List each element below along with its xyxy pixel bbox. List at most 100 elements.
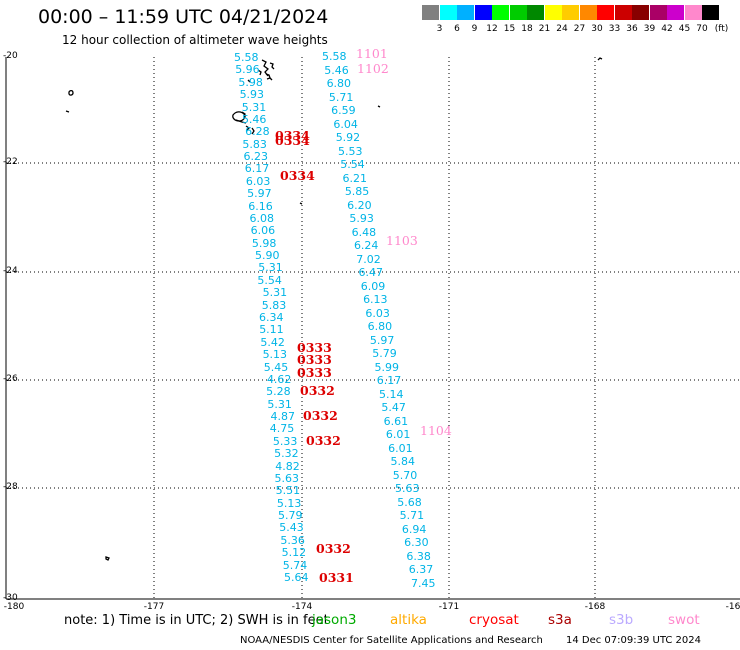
pass-time-label: 1101 — [356, 46, 388, 61]
wave-height-label: 5.98 — [251, 236, 277, 250]
scale-label: 30 — [591, 24, 603, 34]
legend-item: cryosat — [469, 612, 519, 628]
wave-height-label: 4.82 — [275, 459, 300, 473]
wave-height-label: 7.45 — [411, 577, 436, 590]
wave-height-label: 5.58 — [322, 50, 347, 63]
pass-time-label: 0332 — [303, 408, 338, 423]
scale-label: 18 — [521, 24, 533, 34]
wave-height-label: 4.75 — [269, 422, 295, 436]
wave-height-label: 5.70 — [392, 468, 418, 482]
scale-swatch — [509, 5, 527, 20]
wave-height-label: 5.31 — [241, 100, 267, 114]
wave-height-label: 5.43 — [279, 521, 304, 535]
scale-swatch — [702, 5, 719, 20]
scale-label: 6 — [454, 24, 460, 34]
wave-height-label: 4.87 — [270, 410, 296, 424]
scale-label: 3 — [436, 24, 443, 34]
wave-height-label: 6.21 — [342, 171, 368, 185]
wave-height-label: 5.54 — [340, 158, 365, 172]
wave-height-label: 5.84 — [390, 455, 415, 469]
lat-tick-label: -26 — [3, 374, 18, 384]
wave-height-label: 6.80 — [367, 320, 393, 334]
pass-time-label: 0333 — [297, 352, 332, 367]
scale-swatch — [649, 5, 667, 20]
wave-height-label: 5.71 — [328, 90, 354, 104]
lat-tick-label: -24 — [3, 266, 18, 276]
wave-height-label: 6.38 — [406, 549, 431, 563]
wave-height-label: 7.02 — [356, 252, 381, 266]
wave-height-label: 5.74 — [282, 558, 308, 572]
wave-height-label: 5.45 — [263, 360, 289, 374]
pass-time-label: 0334 — [280, 168, 315, 183]
pass-time-label: 1103 — [386, 233, 418, 248]
wave-height-label: 6.13 — [363, 293, 388, 307]
wave-height-label: 5.63 — [274, 471, 299, 485]
lon-tick-label: -171 — [438, 602, 460, 612]
wave-height-label: 6.47 — [358, 266, 384, 280]
scale-swatch — [684, 5, 702, 20]
wave-height-label: 6.24 — [353, 239, 379, 253]
pass-time-label: 0332 — [306, 433, 341, 448]
wave-height-label: 5.46 — [241, 112, 267, 126]
scale-label: 45 — [678, 24, 691, 34]
scale-label: 21 — [538, 24, 551, 34]
lat-tick-label: -20 — [3, 51, 18, 61]
scale-label: 9 — [471, 24, 478, 34]
pass-time-label: 0333 — [297, 340, 332, 355]
pass-time-label: 1102 — [357, 61, 389, 76]
footer-note: note: 1) Time is in UTC; 2) SWH is in fe… — [64, 613, 329, 628]
wave-height-label: 5.14 — [379, 387, 404, 401]
wave-height-label: 5.58 — [234, 51, 259, 64]
lon-tick-label: -180 — [3, 602, 25, 612]
scale-label: 42 — [661, 24, 673, 34]
wave-height-label: 5.99 — [374, 360, 399, 374]
wave-height-label: 5.98 — [238, 75, 263, 89]
wave-height-label: 5.93 — [239, 88, 265, 102]
scale-swatch — [667, 5, 684, 20]
pass-time-label: 1104 — [420, 423, 452, 438]
wave-height-label: 5.13 — [276, 496, 302, 510]
pass-time-label: 0334 — [275, 133, 310, 148]
legend-item: s3a — [548, 612, 572, 628]
legend-item: swot — [668, 612, 700, 628]
wave-height-label: 5.31 — [262, 286, 288, 300]
scale-label: (ft) — [714, 24, 729, 34]
scale-swatch — [527, 5, 544, 20]
wave-height-label: 5.96 — [235, 63, 260, 77]
lon-tick-label: -168 — [584, 602, 606, 612]
legend-item: s3b — [609, 612, 634, 628]
lat-tick-label: -28 — [3, 482, 18, 492]
wave-height-label: 5.28 — [266, 385, 291, 399]
wave-height-label: 5.64 — [284, 571, 309, 584]
lat-tick-label: -22 — [3, 157, 18, 167]
wave-height-label: 5.63 — [395, 482, 420, 496]
wave-height-label: 5.97 — [369, 333, 395, 347]
wave-height-label: 6.37 — [408, 563, 434, 577]
scale-swatch — [597, 5, 614, 20]
wave-height-label: 6.03 — [245, 174, 271, 188]
scale-label: 70 — [696, 24, 708, 34]
wave-height-label: 5.90 — [255, 249, 280, 263]
wave-height-label: 6.01 — [385, 428, 411, 442]
wave-height-label: 6.28 — [245, 125, 270, 139]
wave-height-label: 6.59 — [331, 104, 356, 118]
scale-label: 36 — [626, 24, 638, 34]
wave-height-label: 5.32 — [274, 447, 299, 461]
legend-item: jason3 — [312, 612, 357, 628]
wave-height-label: 5.79 — [372, 347, 397, 361]
lon-tick-label: -174 — [291, 602, 313, 612]
wave-height-label: 5.83 — [242, 137, 267, 151]
scale-label: 24 — [556, 24, 568, 34]
pass-time-label: 0333 — [297, 365, 332, 380]
lon-tick-label: -16 — [725, 602, 740, 612]
wave-height-label: 6.48 — [351, 225, 377, 239]
wave-height-label: 5.33 — [272, 434, 298, 448]
wave-height-label: 5.11 — [259, 323, 284, 337]
wave-height-label: 5.53 — [337, 144, 363, 158]
scale-label: 15 — [503, 24, 516, 34]
scale-label: 27 — [573, 24, 586, 34]
wave-height-label: 5.36 — [280, 533, 305, 547]
wave-height-label: 6.30 — [404, 536, 429, 550]
wave-height-label: 6.06 — [250, 224, 276, 238]
